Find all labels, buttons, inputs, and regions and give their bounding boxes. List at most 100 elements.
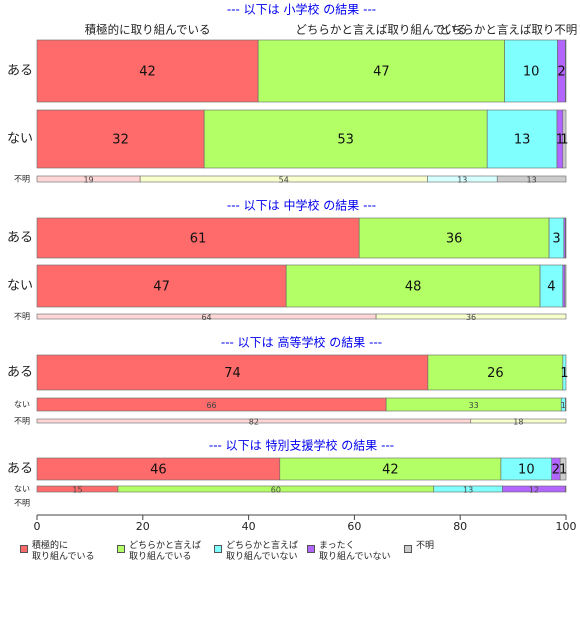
- x-tick-label: 80: [453, 520, 467, 533]
- value-label: 13: [527, 176, 537, 185]
- row-label: ない: [14, 485, 30, 494]
- value-label: 26: [487, 366, 504, 381]
- x-tick-label: 100: [556, 520, 577, 533]
- bar-segment: [559, 457, 567, 481]
- bar-segment: [36, 264, 287, 308]
- legend-label: まったく 取り組んでいない: [319, 541, 391, 562]
- bar-segment: [486, 109, 558, 169]
- row-label: ない: [7, 132, 33, 147]
- panel-title: --- 以下は 高等学校 の結果 ---: [221, 335, 382, 350]
- bar-segment: [285, 264, 541, 308]
- bar-segment: [36, 39, 259, 103]
- bar-segment: [562, 354, 567, 391]
- value-label: 1: [560, 366, 568, 381]
- legend-label: どちらかと言えば 取り組んでいる: [129, 541, 202, 562]
- x-tick-label: 20: [136, 520, 150, 533]
- bar-segment: [496, 175, 567, 183]
- value-label: 46: [150, 463, 167, 478]
- bar-segment: [562, 264, 566, 308]
- bar-segment: [427, 354, 564, 391]
- column-label: 積極的に取り組んでいる: [85, 23, 211, 37]
- value-label: 36: [446, 232, 463, 247]
- bar-segment: [504, 39, 558, 103]
- value-label: 47: [373, 65, 390, 80]
- value-label: 10: [523, 65, 540, 80]
- row-label: 不明: [14, 312, 30, 321]
- value-label: 61: [190, 232, 207, 247]
- value-label: 60: [271, 486, 281, 495]
- bar-segment: [470, 418, 567, 424]
- value-label: 19: [83, 176, 93, 185]
- value-label: 82: [249, 418, 259, 427]
- bar-segment: [36, 109, 205, 169]
- panel-title: --- 以下は 小学校 の結果 ---: [227, 2, 376, 17]
- panel-title: --- 以下は 中学校 の結果 ---: [227, 198, 376, 213]
- value-label: 1: [559, 463, 567, 478]
- row-label: ある: [7, 462, 33, 477]
- bar-segment: [564, 264, 567, 308]
- row-label: ない: [7, 279, 33, 294]
- value-label: 10: [518, 463, 535, 478]
- legend-swatch: [404, 545, 412, 553]
- value-label: 53: [337, 133, 354, 148]
- bar-segment: [565, 485, 567, 493]
- row-label: 不明: [14, 499, 30, 508]
- legend-swatch: [117, 545, 125, 553]
- bar-segment: [565, 217, 567, 259]
- column-label: 不明: [554, 23, 577, 37]
- value-label: 15: [72, 486, 82, 495]
- value-label: 4: [547, 280, 555, 295]
- legend-label: 積極的に 取り組んでいる: [32, 541, 95, 562]
- bar-segment: [203, 109, 488, 169]
- row-label: ある: [7, 64, 33, 79]
- value-label: 13: [457, 176, 467, 185]
- value-label: 74: [224, 366, 241, 381]
- value-label: 18: [513, 418, 523, 427]
- bar-segment: [375, 313, 567, 320]
- value-label: 36: [466, 313, 476, 322]
- value-label: 66: [206, 401, 216, 410]
- value-label: 48: [405, 280, 422, 295]
- row-label: ある: [7, 231, 33, 246]
- label-bg: [553, 22, 580, 38]
- legend-label: 不明: [416, 541, 435, 551]
- value-label: 42: [382, 463, 399, 478]
- value-label: 13: [514, 133, 531, 148]
- bar-segment: [358, 217, 550, 259]
- panel-title: --- 以下は 特別支援学校 の結果 ---: [209, 438, 394, 453]
- row-label: 不明: [14, 175, 30, 184]
- column-label: どちらかと言えば取り組んでいる: [295, 23, 467, 37]
- bar-segment: [565, 39, 567, 103]
- legend-label: どちらかと言えば 取り組んでいない: [226, 541, 299, 562]
- row-label: 不明: [14, 417, 30, 426]
- value-label: 64: [201, 313, 211, 322]
- x-tick-label: 60: [347, 520, 361, 533]
- row-label: ない: [14, 400, 30, 409]
- value-label: 12: [529, 486, 539, 495]
- value-label: 2: [557, 65, 565, 80]
- value-label: 1: [556, 133, 564, 148]
- value-label: 2: [552, 463, 560, 478]
- value-label: 3: [552, 232, 560, 247]
- value-label: 42: [139, 65, 156, 80]
- x-tick-label: 0: [34, 520, 41, 533]
- bar-segment: [565, 397, 567, 412]
- bar-segment: [257, 39, 505, 103]
- value-label: 54: [279, 176, 289, 185]
- row-label: ある: [7, 365, 33, 380]
- value-label: 13: [463, 486, 473, 495]
- bar-segment: [36, 354, 429, 391]
- bar-segment: [36, 217, 360, 259]
- legend-swatch: [307, 545, 315, 553]
- value-label: 47: [153, 280, 170, 295]
- bar-segment: [562, 109, 567, 169]
- value-label: 33: [469, 401, 479, 410]
- value-label: 1: [560, 133, 568, 148]
- legend-swatch: [214, 545, 222, 553]
- value-label: 1: [561, 401, 566, 410]
- legend-swatch: [20, 545, 28, 553]
- value-label: 32: [112, 133, 129, 148]
